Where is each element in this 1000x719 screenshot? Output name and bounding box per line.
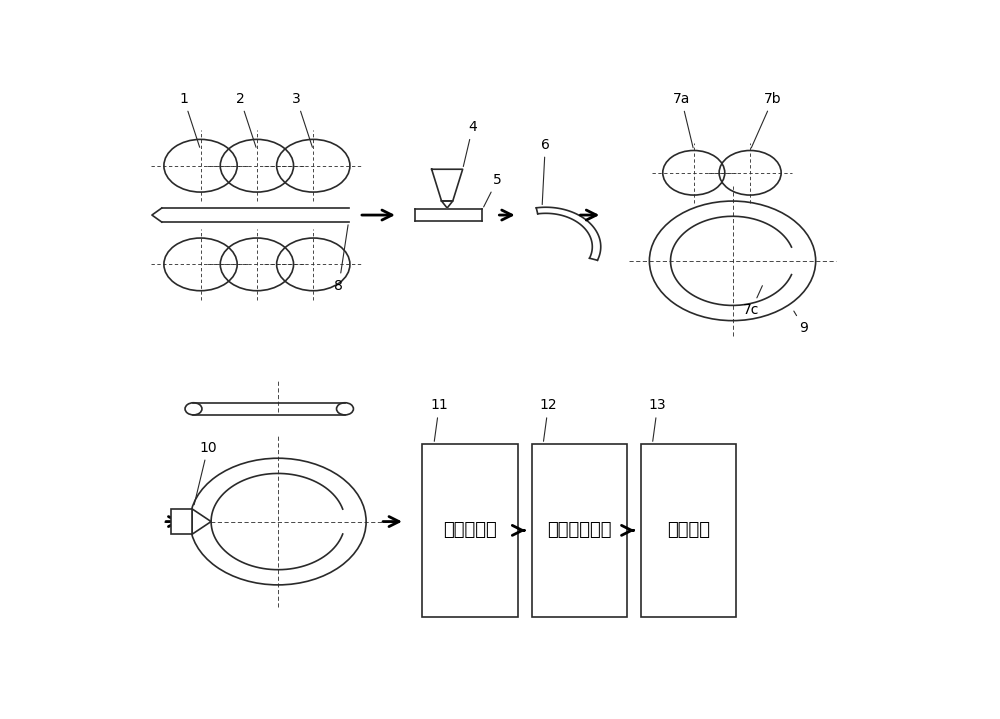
Text: 11: 11	[430, 398, 448, 441]
Text: 13: 13	[649, 398, 666, 441]
Text: 8: 8	[334, 225, 348, 293]
Polygon shape	[171, 509, 192, 534]
FancyBboxPatch shape	[532, 444, 627, 617]
Text: 检测装置: 检测装置	[667, 521, 710, 539]
Text: 12: 12	[540, 398, 557, 441]
Text: 10: 10	[194, 441, 217, 505]
FancyBboxPatch shape	[641, 444, 736, 617]
Text: 5: 5	[484, 173, 502, 207]
Text: 3: 3	[292, 92, 312, 147]
Polygon shape	[192, 509, 211, 534]
FancyBboxPatch shape	[422, 444, 518, 617]
Text: 打磨抛光装置: 打磨抛光装置	[547, 521, 612, 539]
Text: 2: 2	[236, 92, 256, 147]
Text: 热处理装置: 热处理装置	[443, 521, 497, 539]
Text: 9: 9	[794, 311, 808, 335]
Polygon shape	[432, 169, 463, 201]
Text: 7c: 7c	[743, 285, 762, 317]
Text: 7b: 7b	[751, 92, 782, 148]
Text: 1: 1	[179, 92, 200, 147]
Polygon shape	[442, 201, 453, 208]
Text: 6: 6	[541, 137, 550, 205]
Text: 4: 4	[463, 120, 477, 167]
Text: 7a: 7a	[673, 92, 693, 148]
